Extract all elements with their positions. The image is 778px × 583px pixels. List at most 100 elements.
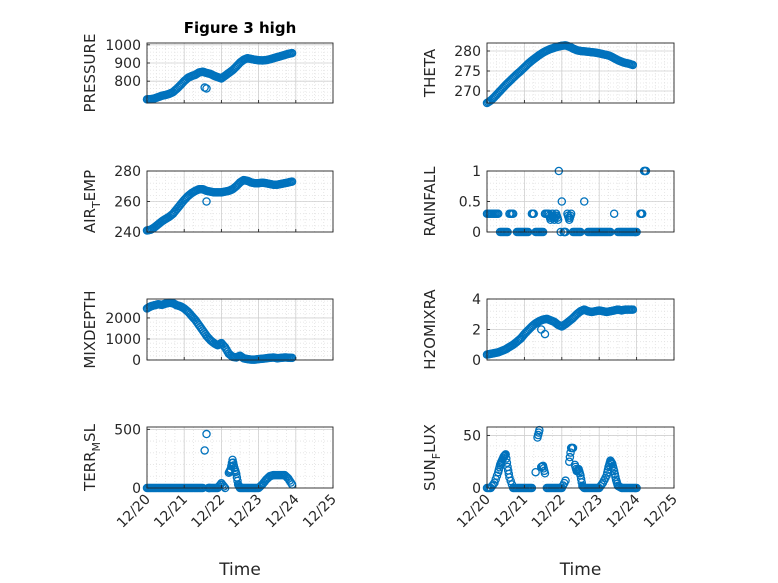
data-point (627, 60, 636, 69)
data-point (560, 478, 569, 488)
x-tick-label: 12/22 (529, 492, 569, 532)
data-point (502, 454, 511, 463)
y-axis-label: PRESSURE (81, 34, 99, 113)
x-tick-label: 12/23 (226, 492, 266, 532)
data-point (609, 209, 619, 218)
data-point (637, 209, 646, 218)
data-point (492, 209, 502, 218)
x-tick-label: 12/21 (491, 492, 531, 532)
subplot-5: 0 2 4 H2OMIXRA (421, 289, 675, 370)
data-point (534, 428, 543, 437)
y-tick-label: 0.5 (459, 195, 481, 211)
data-point (286, 478, 296, 487)
axes-frame (146, 426, 334, 489)
data-point (540, 466, 549, 476)
y-axis-label: MIXDEPTH (81, 290, 99, 368)
x-tick-label: 12/20 (454, 492, 494, 532)
y-tick-label: 900 (114, 56, 141, 72)
y-axis-label: H2OMIXRA (421, 289, 439, 370)
y-tick-label: 1000 (105, 38, 141, 54)
y-tick-label: 4 (472, 292, 481, 308)
axes-frame (486, 42, 675, 104)
y-tick-label: 0 (132, 353, 141, 369)
data-point (219, 482, 229, 491)
y-tick-label: 0 (472, 353, 481, 369)
subplot-3: 0 0.5 1 RAINFALL (421, 164, 675, 241)
data-point (492, 471, 502, 480)
y-tick-label: 2000 (105, 311, 141, 327)
x-tick-label: 12/25 (641, 492, 681, 532)
y-tick-label: 0 (132, 481, 141, 497)
data-point (232, 473, 242, 482)
data-point (286, 177, 296, 187)
x-tick-label: 12/25 (300, 492, 340, 532)
data-point (502, 458, 512, 468)
data-point (233, 476, 242, 486)
axes-frame (146, 42, 334, 104)
data-point (536, 325, 546, 334)
x-tick-label: 12/24 (263, 491, 303, 531)
x-axis-label: Time (559, 560, 602, 580)
data-point (200, 446, 209, 455)
data-point (487, 481, 497, 491)
data-point (286, 49, 296, 58)
y-tick-label: 0 (472, 225, 481, 241)
data-point (566, 211, 575, 220)
data-point (601, 473, 610, 483)
data-point (575, 469, 585, 478)
data-point (495, 463, 504, 472)
y-tick-label: 1000 (105, 332, 141, 348)
data-point (528, 209, 538, 218)
data-point (503, 466, 513, 475)
y-tick-label: 50 (463, 428, 481, 444)
subplot-1: 270 275 280 THETA (421, 41, 675, 108)
y-tick-label: 1 (472, 164, 481, 180)
data-point (202, 197, 211, 206)
data-point (200, 83, 209, 92)
data-point (218, 480, 227, 490)
data-point (202, 429, 211, 439)
data-point (282, 353, 292, 362)
x-tick-label: 12/24 (604, 491, 644, 531)
data-point (566, 448, 575, 457)
x-tick-label: 12/22 (188, 492, 228, 532)
subplot-4: 0 1000 2000 MIXDEPTH (81, 290, 334, 369)
y-tick-label: 500 (114, 422, 141, 438)
y-axis-label: RAINFALL (421, 166, 439, 237)
y-tick-label: 0 (472, 481, 481, 497)
data-point (553, 213, 562, 223)
data-point (488, 209, 498, 218)
y-tick-label: 280 (454, 44, 481, 60)
data-point (576, 474, 586, 484)
data-point (623, 305, 633, 314)
subplot-0: 800 900 1000 PRESSURE Figure 3 high (81, 19, 334, 113)
data-point (285, 476, 294, 485)
data-point (286, 353, 296, 363)
y-axis-label: TERRMSL (81, 423, 103, 492)
data-point (565, 452, 575, 462)
data-point (568, 443, 577, 453)
data-point (596, 481, 605, 491)
data-point (507, 209, 517, 218)
data-point (627, 305, 636, 314)
y-tick-label: 275 (454, 64, 481, 80)
x-axis-label: Time (218, 560, 261, 580)
data-point (609, 464, 618, 473)
data-point (579, 197, 589, 206)
x-tick-label: 12/23 (566, 492, 606, 532)
y-tick-label: 800 (114, 74, 141, 90)
x-tick-label: 12/20 (114, 492, 154, 532)
data-point (231, 467, 240, 477)
axes-frame (486, 426, 675, 489)
axes-frame (146, 298, 334, 361)
chart-title: Figure 3 high (184, 19, 297, 37)
y-tick-label: 270 (454, 84, 481, 100)
x-tick-label: 12/21 (151, 492, 191, 532)
data-point (531, 467, 540, 477)
y-tick-label: 260 (114, 195, 141, 211)
y-tick-label: 2 (472, 323, 481, 339)
data-point (557, 197, 567, 206)
